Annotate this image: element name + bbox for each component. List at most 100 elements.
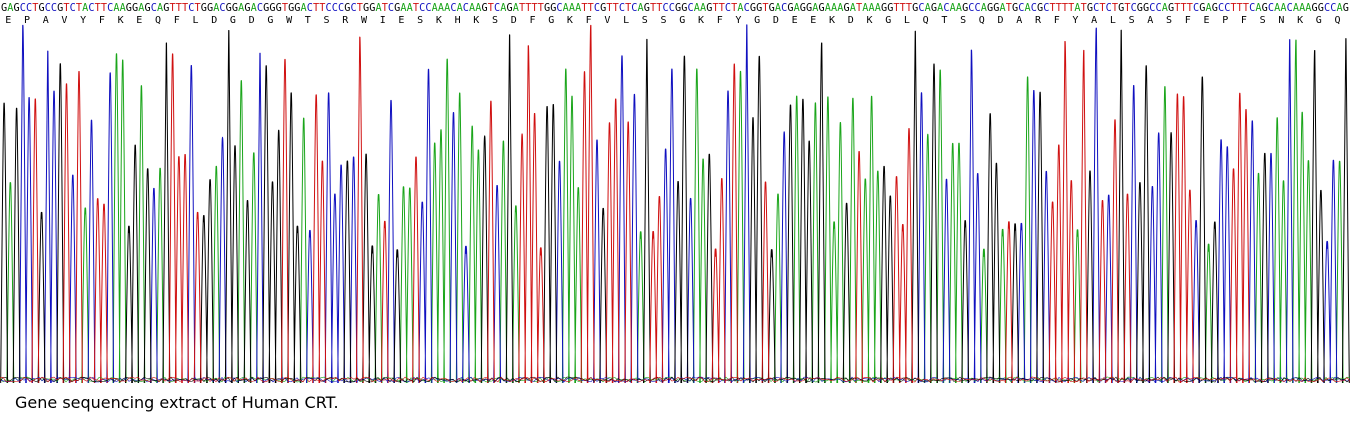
amino-acid: Y (735, 15, 741, 26)
base-G: G (1, 3, 7, 14)
base-C: C (425, 3, 431, 14)
base-A: A (120, 3, 126, 14)
base-T: T (101, 3, 107, 14)
base-A: A (157, 3, 163, 14)
amino-acid: A (1147, 15, 1153, 26)
amino-acid: G (754, 15, 760, 26)
base-G: G (887, 3, 893, 14)
base-A: A (375, 3, 381, 14)
base-A: A (1162, 3, 1168, 14)
amino-acid: S (417, 15, 423, 26)
base-G: G (1118, 3, 1124, 14)
base-C: C (326, 3, 332, 14)
base-G: G (201, 3, 207, 14)
base-A: A (563, 3, 569, 14)
amino-acid: F (717, 15, 723, 26)
base-T: T (519, 3, 525, 14)
base-T: T (1068, 3, 1074, 14)
amino-acid: T (941, 15, 947, 26)
base-A: A (457, 3, 463, 14)
amino-acid: D (773, 15, 779, 26)
amino-acid: F (174, 15, 180, 26)
base-C: C (107, 3, 113, 14)
amino-acid: E (5, 15, 11, 26)
base-A: A (700, 3, 706, 14)
base-C: C (350, 3, 356, 14)
amino-acid: Y (1072, 15, 1078, 26)
base-C: C (669, 3, 675, 14)
base-G: G (1037, 3, 1043, 14)
base-C: C (219, 3, 225, 14)
base-C: C (188, 3, 194, 14)
base-G: G (269, 3, 275, 14)
base-A: A (1000, 3, 1006, 14)
base-T: T (906, 3, 912, 14)
base-G: G (544, 3, 550, 14)
base-C: C (1031, 3, 1037, 14)
amino-acid: K (829, 15, 835, 26)
base-A: A (569, 3, 575, 14)
amino-acid: G (1316, 15, 1322, 26)
base-C: C (687, 3, 693, 14)
amino-acid: K (866, 15, 872, 26)
base-A: A (831, 3, 837, 14)
base-T: T (900, 3, 906, 14)
base-G: G (681, 3, 687, 14)
base-A: A (1337, 3, 1343, 14)
amino-acid: S (642, 15, 648, 26)
amino-acid: Q (1335, 15, 1341, 26)
base-C: C (744, 3, 750, 14)
base-T: T (525, 3, 531, 14)
amino-acid: V (604, 15, 610, 26)
base-T: T (357, 3, 363, 14)
amino-acid: R (342, 15, 349, 26)
base-T: T (382, 3, 388, 14)
base-A: A (113, 3, 119, 14)
amino-acid: D (249, 15, 255, 26)
amino-acid: E (1203, 15, 1209, 26)
amino-acid: A (1091, 15, 1097, 26)
amino-acid: K (436, 15, 442, 26)
trace-C (18, 24, 1338, 384)
base-A: A (513, 3, 519, 14)
base-G: G (1012, 3, 1018, 14)
base-G: G (881, 3, 887, 14)
base-T: T (893, 3, 899, 14)
amino-acid: K (118, 15, 124, 26)
base-C: C (419, 3, 425, 14)
base-C: C (450, 3, 456, 14)
amino-acid: L (904, 15, 910, 26)
amino-acid: F (1241, 15, 1247, 26)
base-T: T (625, 3, 631, 14)
base-A: A (500, 3, 506, 14)
base-A: A (1024, 3, 1030, 14)
base-G: G (1262, 3, 1268, 14)
amino-acid: H (455, 15, 461, 26)
amino-acid: Q (979, 15, 985, 26)
base-A: A (794, 3, 800, 14)
amino-acid: R (1035, 15, 1042, 26)
base-C: C (1043, 3, 1049, 14)
base-G: G (145, 3, 151, 14)
base-T: T (581, 3, 587, 14)
base-G: G (912, 3, 918, 14)
base-A: A (213, 3, 219, 14)
base-A: A (301, 3, 307, 14)
base-G: G (931, 3, 937, 14)
base-A: A (981, 3, 987, 14)
base-A: A (575, 3, 581, 14)
base-A: A (837, 3, 843, 14)
amino-acid: K (698, 15, 704, 26)
amino-acid: E (792, 15, 798, 26)
base-C: C (494, 3, 500, 14)
amino-acid: Y (80, 15, 86, 26)
base-C: C (1131, 3, 1137, 14)
base-C: C (725, 3, 731, 14)
base-G: G (1318, 3, 1324, 14)
base-G: G (756, 3, 762, 14)
base-G: G (132, 3, 138, 14)
base-G: G (294, 3, 300, 14)
base-C: C (463, 3, 469, 14)
amino-acid: G (267, 15, 273, 26)
